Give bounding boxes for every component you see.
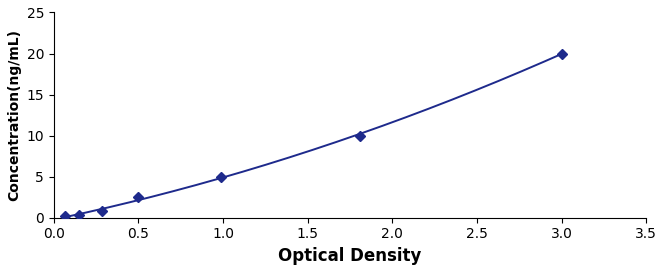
Y-axis label: Concentration(ng/mL): Concentration(ng/mL) [7, 29, 21, 201]
X-axis label: Optical Density: Optical Density [278, 247, 422, 265]
